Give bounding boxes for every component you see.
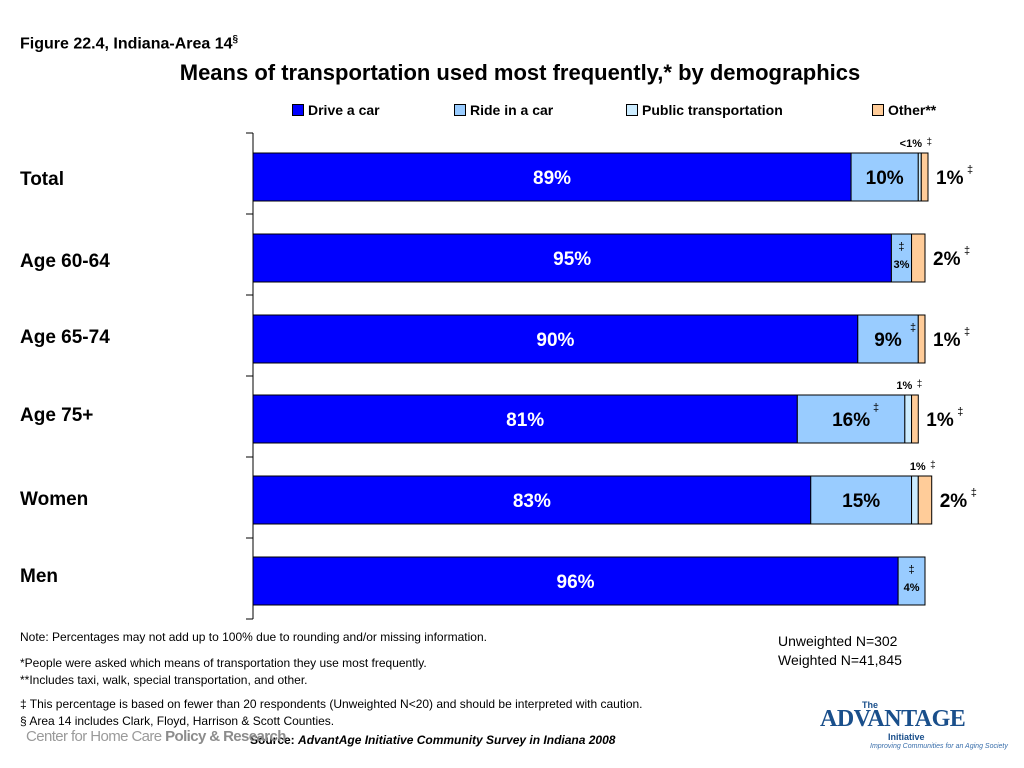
bar-segment-public: [911, 475, 919, 525]
bar-segment-other: [911, 394, 919, 444]
note-small-sample: ‡ This percentage is based on fewer than…: [20, 697, 643, 711]
note-question: *People were asked which means of transp…: [20, 656, 427, 670]
bar-segment-drive: [252, 152, 852, 202]
data-label-ride: 4%: [904, 582, 920, 594]
advantage-initiative-logo: The ADVANTAGE Initiative Improving Commu…: [820, 700, 1008, 750]
data-label-public-mark: ‡: [926, 137, 932, 148]
data-label-drive: 83%: [513, 491, 551, 512]
data-label-ride-mark: ‡: [873, 402, 879, 414]
data-label-drive: 89%: [533, 168, 571, 189]
note-rounding: Note: Percentages may not add up to 100%…: [20, 630, 487, 644]
data-label-other: 1%: [936, 168, 964, 189]
center-home-care-logo: Center for Home Care Policy & Research: [26, 728, 286, 745]
data-label-other-mark: ‡: [967, 164, 973, 176]
legend-item-other: Other**: [872, 102, 936, 118]
bar-segment-ride: [897, 556, 926, 606]
data-label-public-mark: ‡: [930, 460, 936, 471]
bar-segment-drive: [252, 314, 859, 364]
legend-item-ride: Ride in a car: [454, 102, 553, 118]
weighted-n: Weighted N=41,845: [778, 652, 902, 668]
legend-swatch-ride: [454, 104, 466, 116]
data-label-ride: 15%: [842, 491, 880, 512]
data-label-public: <1%: [900, 138, 923, 150]
bar-segment-ride: [857, 314, 919, 364]
legend-swatch-public: [626, 104, 638, 116]
stacked-bar-chart: Total 89% 10%<1% ‡1% ‡Age 60-64 95% 3%‡2% ‡Age …: [20, 132, 977, 620]
legend-swatch-other: [872, 104, 884, 116]
data-label-ride-mark: ‡: [910, 322, 916, 334]
legend-label-drive: Drive a car: [308, 102, 380, 118]
data-label-other: 2%: [940, 491, 968, 512]
unweighted-n: Unweighted N=302: [778, 633, 898, 649]
category-label: Age 75+: [20, 405, 93, 426]
bar-segment-drive: [252, 233, 892, 283]
data-label-ride: 10%: [866, 168, 904, 189]
category-label: Age 60-64: [20, 251, 110, 272]
bar-segment-other: [917, 314, 926, 364]
data-label-other: 1%: [933, 330, 961, 351]
data-label-drive: 90%: [536, 330, 574, 351]
legend-item-drive: Drive a car: [292, 102, 380, 118]
bar-segment-drive: [252, 556, 899, 606]
note-area-counties: § Area 14 includes Clark, Floyd, Harriso…: [20, 714, 335, 728]
bar-segment-ride: [850, 152, 919, 202]
data-label-public: 1%: [910, 461, 926, 473]
data-label-drive: 95%: [553, 249, 591, 270]
bar-segment-other: [920, 152, 929, 202]
note-other-definition: **Includes taxi, walk, special transport…: [20, 673, 308, 687]
sample-size: Unweighted N=302 Weighted N=41,845: [778, 632, 902, 670]
legend-label-public: Public transportation: [642, 102, 783, 118]
category-label: Age 65-74: [20, 327, 110, 348]
legend-item-public: Public transportation: [626, 102, 783, 118]
data-label-public-mark: ‡: [917, 379, 923, 390]
figure-label: Figure 22.4, Indiana-Area 14§: [20, 34, 239, 53]
data-label-drive: 81%: [506, 410, 544, 431]
data-label-other: 2%: [933, 249, 961, 270]
category-label: Men: [20, 566, 58, 587]
data-label-other-mark: ‡: [971, 487, 977, 499]
data-label-ride-mark: ‡: [898, 241, 904, 253]
chart-title: Means of transportation used most freque…: [179, 60, 861, 85]
bar-segment-ride: [796, 394, 906, 444]
data-label-public: 1%: [896, 380, 912, 392]
data-label-ride: 3%: [894, 259, 910, 271]
chart-legend: Drive a car Ride in a car Public transpo…: [0, 102, 1024, 122]
legend-label-ride: Ride in a car: [470, 102, 554, 118]
category-label: Women: [20, 489, 88, 510]
bar-segment-drive: [252, 394, 798, 444]
source-line: Source: AdvantAge Initiative Community S…: [250, 733, 616, 747]
legend-label-other: Other**: [888, 102, 937, 118]
data-label-other-mark: ‡: [964, 326, 970, 338]
data-label-ride-mark: ‡: [908, 564, 914, 576]
bar-segment-other: [917, 475, 933, 525]
data-label-drive: 96%: [557, 572, 595, 593]
data-label-other-mark: ‡: [964, 245, 970, 257]
data-label-other-mark: ‡: [957, 406, 963, 418]
data-label-ride: 9%: [874, 330, 902, 351]
bar-segment-other: [911, 233, 926, 283]
data-label-ride: 16%: [832, 410, 870, 431]
category-label: Total: [20, 169, 64, 190]
bar-segment-public: [904, 394, 913, 444]
data-label-other: 1%: [926, 410, 954, 431]
legend-swatch-drive: [292, 104, 304, 116]
